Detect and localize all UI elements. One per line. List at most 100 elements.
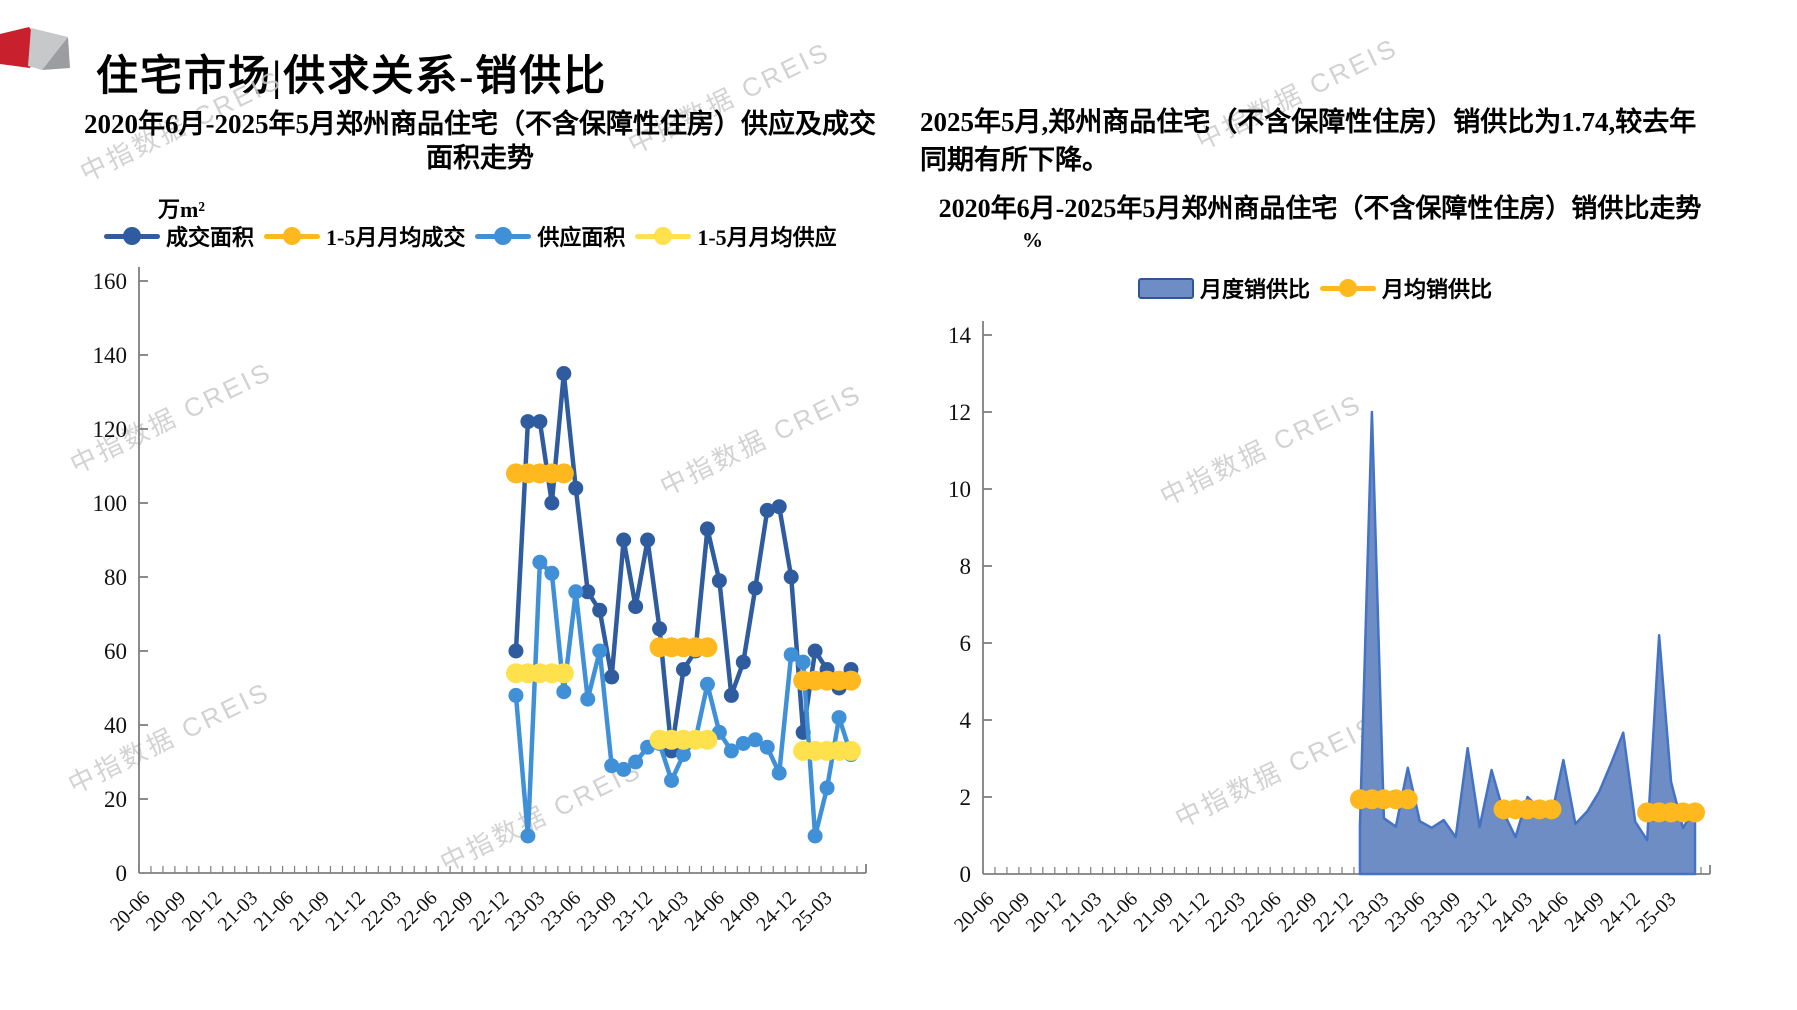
avg-point-marker: [697, 729, 718, 750]
data-point-marker: [532, 554, 548, 570]
data-point-marker: [783, 569, 799, 585]
x-tick-label: 22-03: [357, 887, 406, 936]
legend-label: 月度销供比: [1200, 277, 1311, 302]
x-tick-label: 24-09: [716, 887, 765, 936]
x-tick-label: 20-09: [142, 887, 191, 936]
data-point-marker: [556, 684, 572, 700]
legend-marker-dot-icon: [283, 226, 302, 245]
x-tick-label: 21-06: [250, 887, 299, 936]
data-point-marker: [520, 414, 536, 430]
legend-label: 供应面积: [537, 225, 626, 250]
y-tick-label: 14: [948, 323, 972, 348]
data-point-marker: [747, 580, 763, 596]
x-tick-label: 23-03: [501, 887, 550, 936]
x-tick-label: 21-06: [1094, 888, 1143, 937]
x-tick-label: 24-06: [680, 887, 729, 936]
y-tick-label: 12: [948, 400, 971, 425]
legend-item-supply-area: 供应面积: [475, 220, 625, 252]
y-tick-label: 2: [960, 785, 972, 810]
data-point-marker: [508, 643, 524, 659]
legend-swatch-area-icon: [1138, 277, 1194, 299]
x-tick-label: 24-09: [1560, 888, 1609, 937]
avg-cluster-月均销供比: [1349, 789, 1706, 823]
x-tick-label: 23-09: [573, 887, 622, 936]
legend-label: 月均销供比: [1382, 277, 1493, 302]
x-tick-label: 21-12: [1165, 888, 1214, 937]
avg-point-marker: [553, 463, 574, 484]
series-transaction-area: [508, 366, 859, 759]
left-chart: 02040608010012014016020-0620-0920-1221-0…: [93, 267, 867, 936]
legend-marker-dot-icon: [1339, 278, 1358, 297]
data-point-marker: [556, 366, 572, 381]
legend-label: 1-5月月均供应: [697, 225, 837, 250]
data-point-marker: [771, 499, 787, 515]
left-chart-y-axis-labels: 0 20 40 60 80 100 120 140 160: [93, 269, 128, 886]
data-point-marker: [807, 828, 823, 844]
right-chart-title: 2020年6月-2025年5月郑州商品住宅（不含保障性住房）销供比走势: [938, 194, 1702, 223]
legend-item-monthly-ratio: 月度销供比: [1138, 272, 1310, 304]
data-point-marker: [532, 414, 548, 430]
data-point-marker: [508, 687, 524, 703]
x-tick-label: 23-12: [609, 887, 658, 936]
data-point-marker: [807, 643, 823, 659]
data-point-marker: [819, 780, 835, 796]
data-point-marker: [664, 773, 680, 788]
data-point-marker: [771, 765, 787, 781]
x-tick-label: 21-09: [285, 887, 334, 936]
data-point-marker: [735, 654, 751, 670]
x-tick-label: 24-06: [1524, 888, 1573, 937]
avg-point-marker: [1397, 789, 1418, 810]
data-point-marker: [711, 573, 727, 589]
data-point-marker: [568, 584, 584, 600]
legend-item-avg-supply: 1-5月月均供应: [635, 220, 837, 252]
avg-point-marker: [841, 670, 862, 691]
legend-item-avg-transaction: 1-5月月均成交: [264, 220, 465, 252]
data-point-marker: [568, 480, 584, 496]
left-chart-legend: 成交面积 1-5月月均成交 供应面积 1-5月月均供应: [104, 220, 837, 252]
right-chart-legend: 月度销供比 月均销供比: [1138, 272, 1492, 304]
legend-item-transaction-area: 成交面积: [104, 220, 254, 252]
x-tick-label: 23-09: [1417, 888, 1466, 937]
data-point-marker: [544, 565, 560, 581]
data-point-marker: [747, 732, 763, 748]
x-tick-label: 25-03: [788, 887, 837, 936]
x-tick-label: 22-06: [1237, 888, 1286, 937]
x-tick-label: 20-12: [1022, 888, 1071, 937]
x-tick-label: 23-06: [537, 887, 586, 936]
legend-marker-dot-icon: [654, 226, 673, 245]
x-tick-label: 24-12: [1596, 888, 1645, 937]
data-point-marker: [723, 687, 739, 703]
y-tick-label: 0: [116, 861, 128, 886]
data-point-marker: [699, 521, 715, 537]
data-point-marker: [735, 736, 751, 751]
x-tick-label: 23-12: [1453, 888, 1502, 937]
data-point-marker: [759, 739, 775, 755]
right-chart-unit-label: %: [1022, 228, 1043, 252]
data-point-marker: [616, 761, 632, 777]
x-tick-label: 25-03: [1632, 888, 1681, 937]
data-point-marker: [723, 743, 739, 759]
creis-logo: [0, 27, 70, 70]
x-tick-label: 22-12: [465, 887, 514, 936]
data-point-marker: [759, 502, 775, 518]
y-tick-label: 6: [960, 631, 972, 656]
legend-swatch-line-icon: [475, 226, 532, 245]
data-point-marker: [544, 495, 560, 511]
right-chart-x-axis-labels: 20-0620-0920-1221-0321-0621-0921-1222-03…: [950, 888, 1681, 937]
series-supply-area: [508, 554, 859, 844]
y-tick-label: 4: [960, 708, 972, 733]
y-tick-label: 20: [104, 787, 127, 812]
x-tick-label: 23-06: [1381, 888, 1430, 937]
x-tick-label: 21-03: [1058, 888, 1107, 937]
x-tick-label: 20-06: [106, 887, 155, 936]
data-point-marker: [604, 758, 620, 774]
x-tick-label: 24-03: [1488, 888, 1537, 937]
y-tick-label: 60: [104, 639, 127, 664]
x-tick-label: 22-09: [1273, 888, 1322, 937]
legend-swatch-line-icon: [264, 226, 321, 245]
y-tick-label: 8: [960, 554, 972, 579]
x-tick-label: 22-09: [429, 887, 478, 936]
avg-point-marker: [553, 663, 574, 684]
